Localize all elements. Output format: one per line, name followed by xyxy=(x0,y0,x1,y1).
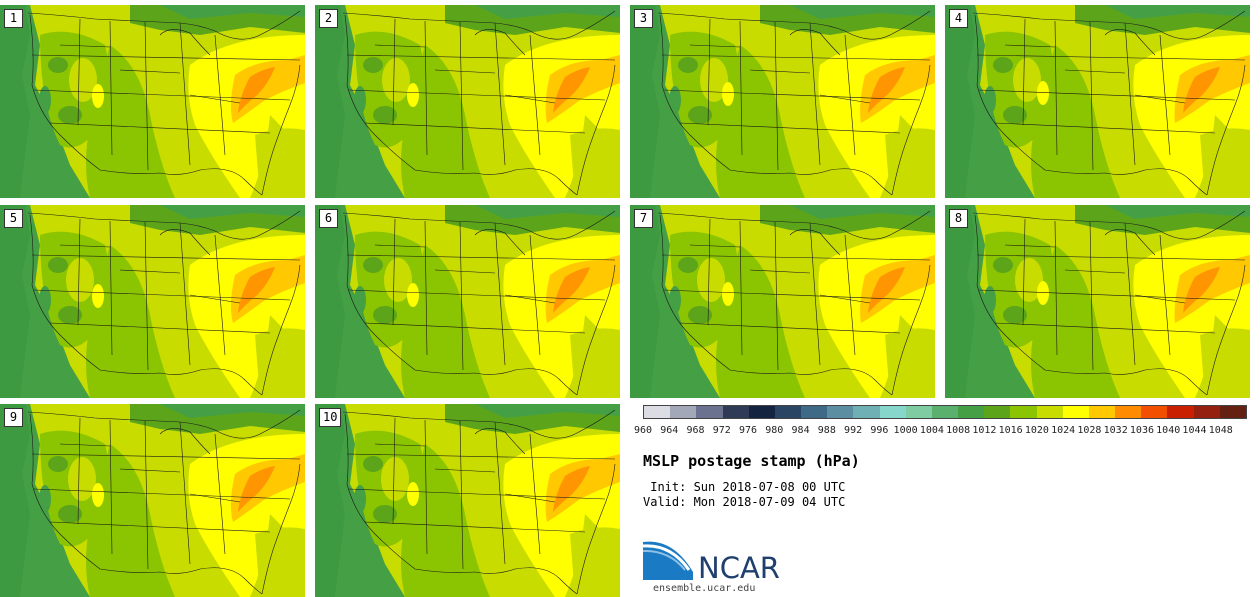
colorbar-tick-label: 1000 xyxy=(893,425,918,436)
member-panel: 8 xyxy=(945,205,1250,398)
colorbar-tick-label: 964 xyxy=(660,425,679,436)
colorbar-tick-label: 1020 xyxy=(1024,425,1049,436)
member-number-label: 3 xyxy=(634,9,653,28)
member-panel: 5 xyxy=(0,205,305,398)
colorbar-swatch xyxy=(1193,406,1220,418)
colorbar-swatch xyxy=(827,406,854,418)
colorbar-swatch xyxy=(722,406,749,418)
member-number-label: 7 xyxy=(634,209,653,228)
colorbar-swatch xyxy=(644,406,671,418)
member-panel: 3 xyxy=(630,5,935,198)
colorbar-tick-label: 1040 xyxy=(1156,425,1181,436)
ncar-logo-icon xyxy=(643,541,693,580)
colorbar xyxy=(643,405,1247,419)
init-time: Init: Sun 2018-07-08 00 UTC xyxy=(643,480,846,494)
colorbar-swatch xyxy=(774,406,802,418)
colorbar-tick-label: 1008 xyxy=(946,425,971,436)
colorbar-swatch xyxy=(1115,406,1142,418)
mslp-map xyxy=(630,205,935,398)
member-number-label: 6 xyxy=(319,209,338,228)
colorbar-tick-label: 988 xyxy=(817,425,836,436)
member-number-label: 9 xyxy=(4,408,23,427)
mslp-map xyxy=(945,205,1250,398)
member-panel: 7 xyxy=(630,205,935,398)
colorbar-tick-label: 976 xyxy=(739,425,758,436)
member-panel: 9 xyxy=(0,404,305,597)
colorbar-tick-label: 1036 xyxy=(1129,425,1154,436)
colorbar-tick-label: 1016 xyxy=(998,425,1023,436)
colorbar-swatch xyxy=(1167,406,1194,418)
colorbar-tick-label: 984 xyxy=(791,425,810,436)
mslp-map xyxy=(0,205,305,398)
colorbar-swatch xyxy=(801,406,828,418)
colorbar-tick-label: 1004 xyxy=(919,425,944,436)
member-number-label: 10 xyxy=(319,408,342,427)
mslp-map xyxy=(315,205,620,398)
colorbar-tick-label: 1032 xyxy=(1103,425,1128,436)
colorbar-tick-label: 1024 xyxy=(1051,425,1076,436)
colorbar-swatch xyxy=(748,406,775,418)
figure-title: MSLP postage stamp (hPa) xyxy=(643,452,860,470)
member-panel: 2 xyxy=(315,5,620,198)
member-number-label: 5 xyxy=(4,209,23,228)
colorbar-swatch xyxy=(853,406,880,418)
colorbar-swatch xyxy=(958,406,985,418)
colorbar-swatch xyxy=(931,406,959,418)
colorbar-tick-label: 972 xyxy=(712,425,731,436)
colorbar-tick-label: 1048 xyxy=(1208,425,1233,436)
colorbar-swatch xyxy=(1036,406,1063,418)
colorbar-swatch xyxy=(1141,406,1168,418)
colorbar-swatch xyxy=(696,406,723,418)
colorbar-swatch xyxy=(670,406,697,418)
member-panel: 1 xyxy=(0,5,305,198)
mslp-map xyxy=(315,5,620,198)
mslp-map xyxy=(630,5,935,198)
site-url: ensemble.ucar.edu xyxy=(653,583,756,594)
colorbar-swatch xyxy=(1219,406,1246,418)
colorbar-tick-label: 1012 xyxy=(972,425,997,436)
mslp-map xyxy=(0,404,305,597)
colorbar-swatch xyxy=(879,406,906,418)
valid-time: Valid: Mon 2018-07-09 04 UTC xyxy=(643,495,846,509)
colorbar-tick-label: 1028 xyxy=(1077,425,1102,436)
ncar-logo-text: NCAR xyxy=(698,551,780,585)
member-number-label: 4 xyxy=(949,9,968,28)
mslp-map xyxy=(0,5,305,198)
colorbar-swatch xyxy=(905,406,932,418)
colorbar-swatch xyxy=(1062,406,1089,418)
colorbar-tick-label: 996 xyxy=(870,425,889,436)
member-number-label: 1 xyxy=(4,9,23,28)
colorbar-tick-labels: 960 964 968 972 976 980 984 988 992 996 1000 1004 10… xyxy=(631,425,1251,439)
colorbar-swatch xyxy=(1010,406,1037,418)
mslp-map xyxy=(945,5,1250,198)
colorbar-tick-label: 980 xyxy=(765,425,784,436)
member-panel: 10 xyxy=(315,404,620,597)
mslp-map xyxy=(315,404,620,597)
member-panel: 6 xyxy=(315,205,620,398)
member-number-label: 2 xyxy=(319,9,338,28)
colorbar-swatch xyxy=(984,406,1011,418)
member-number-label: 8 xyxy=(949,209,968,228)
member-panel: 4 xyxy=(945,5,1250,198)
colorbar-tick-label: 968 xyxy=(686,425,705,436)
colorbar-swatch xyxy=(1088,406,1116,418)
colorbar-tick-label: 992 xyxy=(844,425,863,436)
colorbar-tick-label: 1044 xyxy=(1182,425,1207,436)
colorbar-tick-label: 960 xyxy=(633,425,653,436)
